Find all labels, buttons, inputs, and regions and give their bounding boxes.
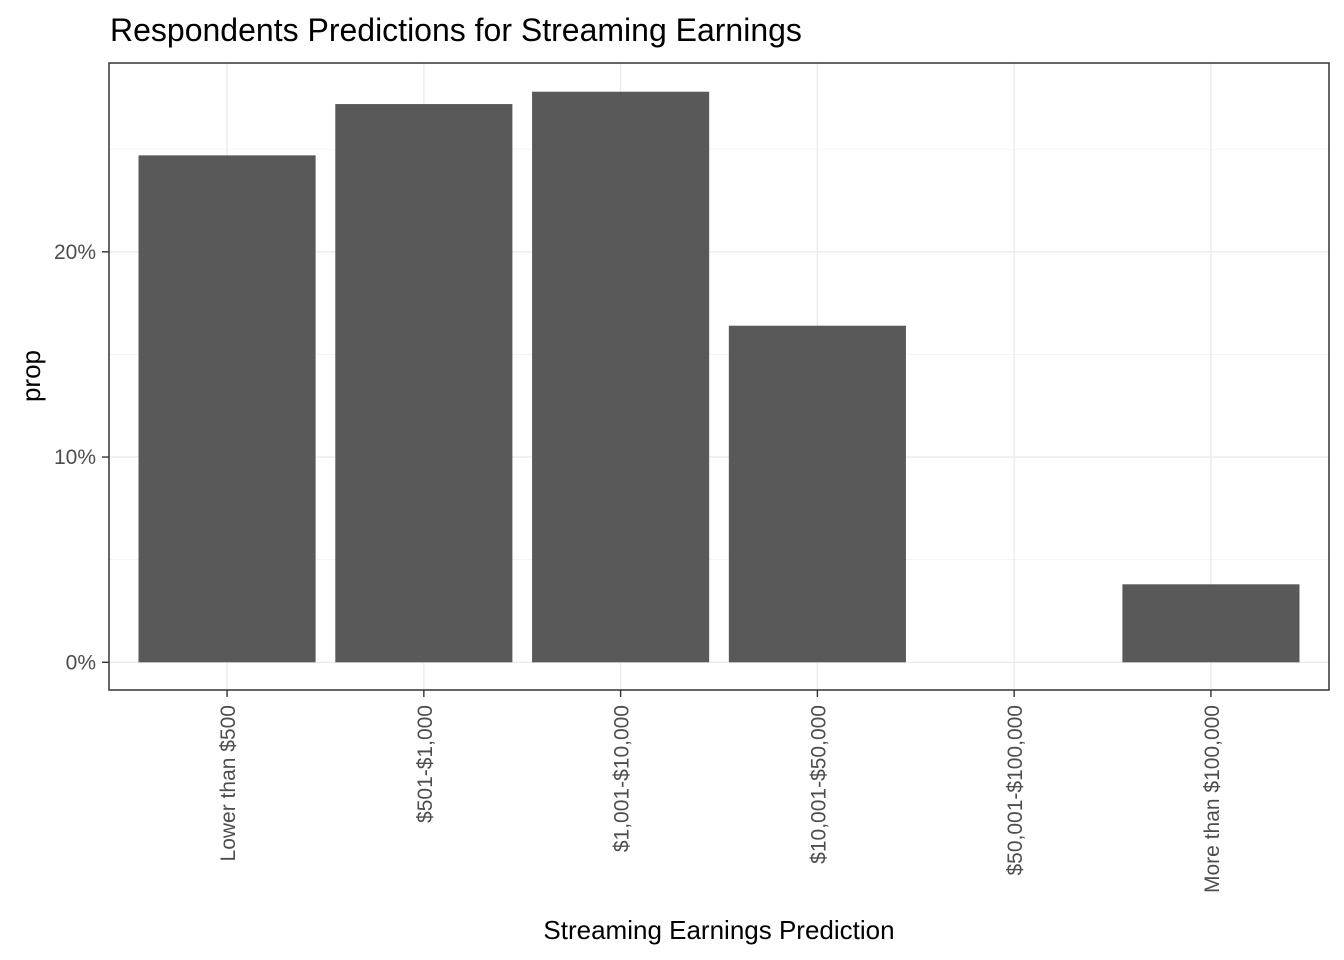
panel-border bbox=[108, 62, 1330, 691]
x-axis: Lower than $500 $501-$1,000 $1,001-$10,000… bbox=[217, 690, 1224, 893]
bars bbox=[138, 91, 1300, 663]
bar bbox=[532, 91, 710, 663]
x-tick-label: Lower than $500 bbox=[217, 705, 240, 861]
bar bbox=[138, 155, 316, 663]
bar bbox=[1122, 584, 1300, 663]
y-tick-label: 10% bbox=[54, 446, 96, 469]
y-tick-label: 0% bbox=[66, 651, 96, 674]
y-axis: 0% 10% 20% bbox=[54, 241, 109, 674]
x-axis-title: Streaming Earnings Prediction bbox=[543, 915, 894, 945]
chart-title: Respondents Predictions for Streaming Ea… bbox=[110, 12, 802, 48]
y-tick-label: 20% bbox=[54, 241, 96, 264]
x-tick-label: More than $100,000 bbox=[1201, 705, 1224, 893]
x-tick-label: $501-$1,000 bbox=[414, 705, 437, 823]
x-tick-label: $1,001-$10,000 bbox=[611, 705, 634, 852]
bar bbox=[728, 325, 906, 663]
x-tick-label: $50,001-$100,000 bbox=[1004, 705, 1027, 876]
y-axis-title: prop bbox=[16, 350, 46, 402]
x-tick-label: $10,001-$50,000 bbox=[807, 705, 830, 864]
bar bbox=[335, 104, 513, 663]
